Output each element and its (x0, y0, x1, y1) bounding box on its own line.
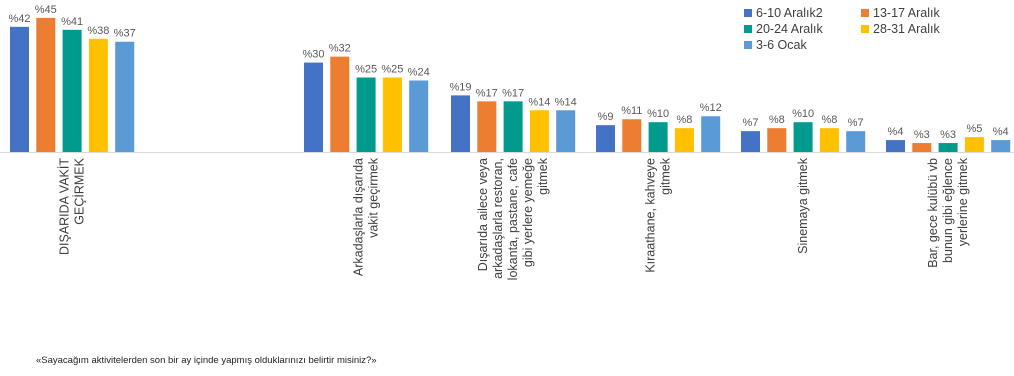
category-label-4: Kıraathane, kahveyegitmek (644, 157, 673, 272)
value-label-1-6: %4 (888, 126, 904, 138)
value-label-4-6: %5 (966, 123, 982, 135)
bar-1-3 (451, 95, 470, 152)
bar-4-5 (819, 128, 839, 152)
bar-4-1 (88, 38, 108, 153)
bar-3-6 (938, 143, 958, 152)
bar-3-4 (648, 122, 668, 152)
value-label-3-5: %10 (792, 108, 814, 120)
value-label-5-4: %12 (700, 102, 722, 114)
bar-2-6 (912, 143, 932, 152)
value-label-2-6: %3 (914, 129, 930, 141)
bar-2-3 (477, 101, 497, 152)
value-label-5-2: %24 (408, 66, 430, 78)
legend-label-4: 28-31 Aralık (873, 22, 940, 36)
legend-swatch-2 (861, 9, 869, 17)
bar-2-1 (36, 17, 56, 153)
value-label-1-5: %7 (743, 117, 759, 129)
value-label-1-1: %42 (8, 13, 30, 25)
value-label-4-1: %38 (87, 25, 109, 37)
bar-1-2 (304, 62, 323, 152)
value-label-5-1: %37 (114, 28, 136, 40)
bar-5-4 (701, 116, 721, 152)
legend-label-5: 3-6 Ocak (756, 38, 807, 52)
category-label-3: Dışarıda ailece veyaarkadaşlarla restora… (476, 157, 550, 280)
bar-3-1 (62, 29, 82, 152)
value-label-5-5: %7 (848, 117, 864, 129)
value-label-3-6: %3 (940, 129, 956, 141)
bar-5-3 (556, 110, 576, 152)
value-label-4-4: %8 (676, 114, 692, 126)
value-label-3-4: %10 (647, 108, 669, 120)
bar-3-5 (793, 122, 813, 152)
bar-2-5 (767, 128, 787, 152)
value-label-2-3: %17 (476, 87, 498, 99)
bar-4-3 (529, 110, 549, 152)
bar-4-4 (674, 128, 694, 152)
legend-swatch-1 (744, 9, 752, 17)
value-label-2-2: %32 (329, 43, 351, 55)
bar-4-2 (382, 77, 402, 152)
bar-3-2 (356, 77, 376, 152)
bar-3-3 (503, 101, 523, 152)
legend-label-1: 6-10 Aralık2 (756, 6, 823, 20)
legend-swatch-3 (744, 25, 752, 33)
category-label-1: DIŞARIDA VAKİTGEÇİRMEK (58, 157, 87, 255)
value-label-4-3: %14 (528, 96, 550, 108)
bar-1-1 (10, 26, 29, 153)
bar-1-5 (741, 131, 760, 152)
category-label-2: Arkadaşlarla dışarıdavakit geçirmek (352, 157, 381, 276)
value-label-3-3: %17 (502, 87, 524, 99)
bar-5-6 (991, 140, 1011, 152)
legend-swatch-5 (744, 41, 752, 49)
value-label-5-3: %14 (555, 96, 577, 108)
bar-2-2 (330, 56, 350, 152)
value-label-1-2: %30 (302, 49, 324, 61)
value-label-4-2: %25 (381, 64, 403, 76)
value-label-1-4: %9 (598, 111, 614, 123)
legend-swatch-4 (861, 25, 869, 33)
value-label-2-5: %8 (769, 114, 785, 126)
value-label-1-3: %19 (449, 81, 471, 93)
category-label-6: Bar, gece kulübü vbbunun gibi eğlenceyer… (926, 157, 970, 268)
bar-4-6 (964, 137, 984, 152)
bar-1-6 (886, 140, 905, 152)
value-label-2-1: %45 (35, 4, 57, 16)
value-label-3-1: %41 (61, 16, 83, 28)
value-label-2-4: %11 (621, 105, 642, 117)
bar-2-4 (622, 119, 642, 152)
bar-5-2 (409, 80, 429, 152)
bar-5-1 (115, 41, 135, 152)
value-label-3-2: %25 (355, 64, 377, 76)
bar-1-4 (596, 125, 615, 152)
category-label-5: Sinemaya gitmek (796, 157, 810, 254)
bar-5-5 (846, 131, 866, 152)
legend-label-3: 20-24 Aralık (756, 22, 823, 36)
value-label-4-5: %8 (821, 114, 837, 126)
footnote: «Sayacağım aktivitelerden son bir ay içi… (36, 355, 377, 366)
value-label-5-6: %4 (993, 126, 1009, 138)
legend-label-2: 13-17 Aralık (873, 6, 940, 20)
